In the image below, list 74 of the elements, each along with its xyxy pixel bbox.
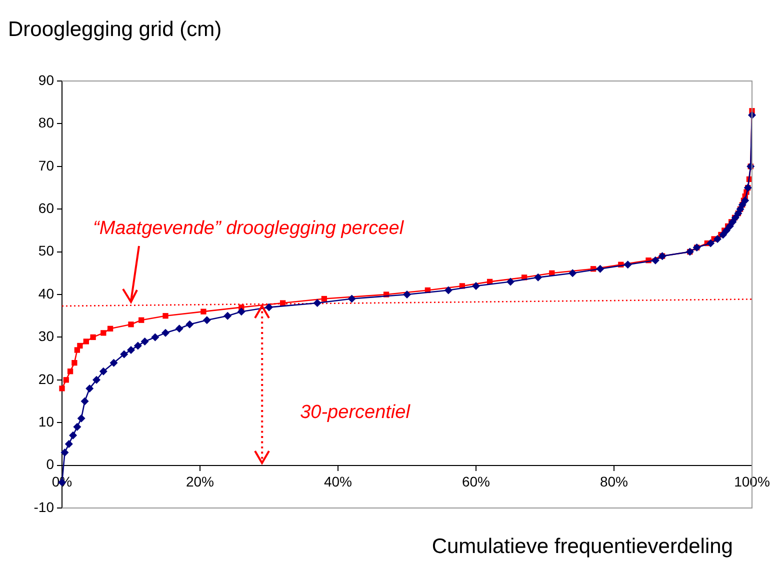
point — [90, 334, 96, 340]
point — [719, 230, 728, 239]
annotation: “Maatgevende” drooglegging perceel — [93, 218, 404, 240]
point — [86, 384, 94, 392]
point — [534, 273, 542, 282]
x-tick-label: 20% — [186, 474, 214, 490]
point — [100, 330, 106, 336]
point — [59, 386, 65, 392]
point — [186, 320, 194, 328]
x-tick-label: 60% — [462, 474, 490, 490]
point — [127, 346, 135, 354]
point — [134, 342, 142, 350]
point — [83, 338, 89, 344]
y-tick-label: -10 — [34, 498, 54, 515]
point — [64, 440, 73, 448]
point — [596, 264, 604, 273]
point — [472, 282, 480, 290]
point — [138, 317, 144, 323]
point — [722, 226, 730, 234]
point — [60, 448, 69, 456]
point — [92, 376, 100, 384]
point — [202, 316, 211, 324]
y-tick-label: 10 — [38, 413, 54, 430]
point — [403, 290, 411, 298]
point — [72, 360, 78, 366]
y-tick-label: 50 — [38, 242, 54, 259]
y-tick-label: 40 — [38, 285, 54, 302]
point — [280, 300, 286, 306]
point — [63, 377, 69, 383]
point — [200, 308, 206, 314]
point — [99, 367, 108, 376]
point — [714, 234, 722, 243]
point — [107, 326, 114, 332]
point — [69, 431, 78, 440]
ref-line-label: 30-percentiel — [300, 402, 411, 423]
point — [706, 239, 715, 248]
point — [175, 324, 184, 333]
point — [151, 333, 160, 342]
y-tick-label: 20 — [38, 370, 54, 387]
y-tick-label: 30 — [38, 328, 54, 344]
point — [77, 342, 83, 349]
y-tick-label: 70 — [38, 157, 54, 174]
point — [120, 350, 128, 358]
point — [651, 256, 660, 264]
y-axis-title: Drooglegging grid (cm) — [8, 18, 222, 42]
point — [77, 414, 86, 422]
point — [568, 269, 577, 278]
point — [162, 313, 168, 319]
point — [128, 322, 134, 328]
point — [265, 303, 273, 312]
point — [73, 422, 82, 431]
point — [313, 299, 322, 308]
point — [444, 286, 452, 294]
point — [728, 218, 737, 226]
point — [348, 294, 356, 303]
point — [224, 312, 232, 320]
point — [624, 260, 632, 269]
point — [162, 328, 170, 337]
point — [506, 278, 514, 286]
point — [237, 308, 246, 316]
point — [67, 368, 74, 374]
x-tick-label: 40% — [324, 474, 352, 490]
x-tick-label: 80% — [600, 474, 628, 490]
y-tick-label: 90 — [38, 72, 54, 88]
y-tick-label: 60 — [38, 200, 54, 216]
y-tick-label: 80 — [38, 114, 54, 131]
point — [321, 296, 328, 302]
point — [140, 337, 149, 346]
point — [110, 358, 118, 367]
x-tick-label: 100% — [734, 474, 770, 490]
x-axis-title: Cumulatieve frequentieverdeling — [432, 535, 733, 559]
point — [741, 196, 750, 205]
point — [80, 397, 89, 406]
y-tick-label: 0 — [46, 456, 54, 472]
